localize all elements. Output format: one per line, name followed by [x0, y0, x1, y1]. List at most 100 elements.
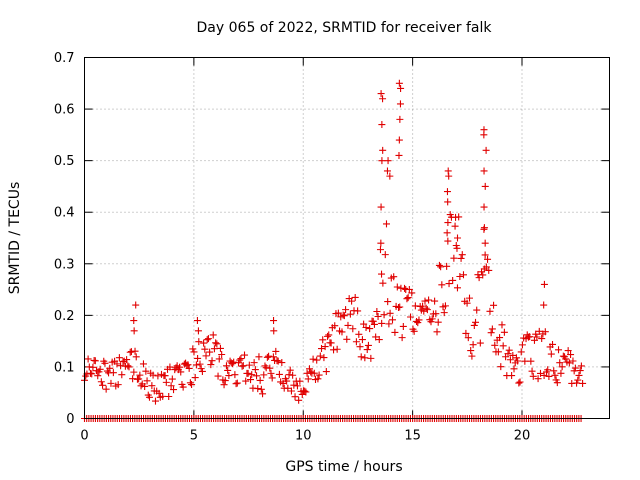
data-point	[573, 379, 581, 387]
data-point	[168, 375, 176, 383]
data-point	[383, 167, 391, 175]
data-point	[351, 293, 359, 301]
data-point	[389, 316, 396, 324]
data-point	[480, 167, 488, 175]
data-point	[466, 294, 473, 302]
data-point	[295, 396, 303, 404]
data-point	[551, 371, 559, 379]
data-point	[370, 320, 378, 328]
data-point	[479, 271, 487, 279]
data-point	[132, 353, 140, 361]
data-point	[319, 336, 327, 344]
data-point	[538, 335, 546, 343]
data-point	[372, 333, 380, 341]
data-point	[545, 372, 553, 380]
data-point	[273, 357, 281, 365]
data-point	[165, 392, 173, 400]
data-point	[270, 327, 278, 335]
data-point	[348, 297, 356, 305]
data-point	[440, 309, 448, 317]
data-point	[206, 348, 214, 356]
data-point	[565, 359, 573, 367]
data-point	[506, 356, 514, 364]
data-point	[270, 317, 278, 325]
data-point	[469, 341, 477, 349]
data-point	[89, 363, 97, 371]
data-point	[357, 353, 365, 361]
data-point	[396, 115, 404, 123]
y-tick-label: 0.6	[54, 103, 75, 118]
data-point	[391, 328, 399, 336]
data-point	[508, 372, 516, 380]
data-point	[462, 329, 470, 337]
data-point	[491, 341, 499, 349]
data-point	[367, 354, 375, 362]
data-point	[130, 317, 138, 325]
data-point	[255, 353, 263, 361]
data-point	[135, 375, 143, 383]
data-point	[142, 367, 150, 375]
data-point	[485, 266, 493, 274]
data-point	[91, 357, 99, 365]
data-point	[237, 355, 245, 363]
data-point	[496, 334, 504, 342]
data-point	[230, 358, 238, 366]
data-point	[102, 385, 110, 393]
data-point	[361, 354, 369, 362]
data-point	[278, 359, 286, 367]
data-point	[529, 372, 537, 380]
data-point	[481, 239, 489, 247]
data-point	[162, 378, 170, 386]
data-point	[114, 381, 122, 389]
data-point	[512, 354, 520, 362]
data-point	[574, 376, 582, 384]
grid-lines	[84, 57, 610, 419]
data-point	[192, 361, 200, 369]
data-point	[386, 309, 394, 317]
data-point	[342, 306, 350, 314]
data-point	[450, 254, 458, 262]
data-point	[228, 360, 236, 368]
data-point	[331, 322, 339, 330]
plot-frame	[84, 57, 610, 419]
data-point	[316, 352, 324, 360]
data-point	[330, 346, 338, 354]
data-point	[497, 363, 505, 371]
data-point	[464, 334, 472, 342]
data-point	[376, 246, 384, 254]
data-point	[556, 359, 564, 367]
data-point	[550, 367, 558, 375]
data-point	[267, 369, 275, 377]
data-point	[358, 336, 366, 344]
data-point	[272, 347, 280, 355]
data-point	[250, 359, 258, 367]
data-point	[579, 379, 587, 387]
data-point	[194, 327, 202, 335]
data-points	[81, 79, 587, 422]
data-point	[379, 146, 387, 154]
data-point	[498, 321, 506, 329]
data-point	[517, 348, 525, 356]
data-point	[315, 371, 323, 379]
x-tick-label: 10	[295, 429, 312, 444]
data-point	[321, 343, 329, 351]
data-point	[207, 361, 215, 369]
data-point	[231, 371, 239, 379]
data-point	[535, 327, 543, 335]
data-point	[373, 308, 381, 316]
data-point	[167, 382, 175, 390]
data-point	[481, 251, 489, 259]
data-point	[123, 356, 131, 364]
data-point	[481, 182, 489, 190]
data-point	[224, 366, 232, 374]
data-point	[254, 385, 262, 393]
data-point	[521, 357, 529, 365]
data-point	[218, 350, 226, 358]
data-point	[396, 303, 404, 311]
data-point	[94, 372, 102, 380]
data-point	[480, 265, 488, 273]
data-point	[287, 387, 295, 395]
data-point	[261, 362, 269, 370]
data-point	[547, 350, 555, 358]
data-point	[307, 368, 315, 376]
